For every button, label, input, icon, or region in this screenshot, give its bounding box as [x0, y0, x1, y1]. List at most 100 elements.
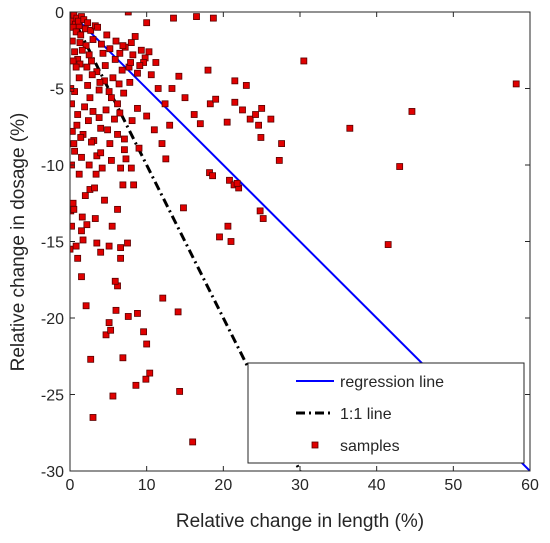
x-tick-label: 60 — [521, 477, 539, 494]
sample-point — [117, 164, 124, 172]
sample-point — [105, 319, 113, 326]
sample-point — [105, 242, 113, 250]
sample-point — [136, 62, 144, 69]
sample-point — [408, 108, 416, 115]
sample-point — [77, 31, 85, 39]
sample-point — [512, 80, 520, 88]
sample-point — [209, 172, 217, 180]
sample-point — [106, 140, 114, 147]
sample-point — [71, 48, 78, 56]
sample-point — [103, 31, 111, 39]
sample-point — [114, 100, 121, 108]
sample-point — [384, 241, 392, 248]
sample-point — [78, 153, 85, 161]
sample-point — [81, 103, 88, 111]
sample-point — [77, 134, 85, 141]
sample-point — [122, 155, 130, 163]
sample-point — [87, 26, 95, 34]
sample-point — [96, 78, 104, 86]
sample-point — [127, 39, 135, 46]
sample-point — [102, 331, 110, 339]
sample-point — [104, 126, 111, 134]
sample-point — [152, 59, 160, 66]
sample-point — [70, 37, 76, 45]
sample-point — [111, 277, 119, 285]
sample-point — [189, 438, 197, 446]
sample-point — [193, 13, 200, 20]
sample-point — [242, 82, 250, 89]
sample-point — [71, 147, 78, 155]
x-axis-label: Relative change in length (%) — [176, 511, 424, 532]
legend-label: 1:1 line — [340, 406, 392, 423]
sample-point — [99, 49, 107, 57]
sample-point — [101, 62, 109, 69]
sample-point — [209, 14, 217, 22]
sample-point — [119, 181, 127, 189]
sample-point — [196, 120, 204, 128]
sample-point — [119, 42, 127, 50]
sample-point — [74, 254, 82, 262]
y-tick-label: -25 — [41, 388, 64, 405]
sample-point — [166, 121, 174, 129]
sample-point — [109, 392, 117, 400]
sample-point — [85, 117, 92, 125]
sample-point — [134, 310, 141, 317]
sample-point — [70, 205, 78, 213]
sample-point — [91, 184, 98, 192]
legend-box — [247, 362, 525, 464]
sample-point — [216, 233, 223, 241]
x-tick-label: 20 — [214, 477, 232, 494]
sample-point — [275, 157, 283, 164]
sample-point — [116, 49, 124, 57]
sample-point — [84, 19, 92, 27]
sample-point — [85, 51, 93, 59]
sample-point — [176, 388, 184, 395]
sample-point — [143, 112, 151, 120]
sample-point — [114, 130, 121, 138]
y-tick-label: -5 — [50, 82, 64, 99]
sample-point — [140, 328, 148, 336]
sample-point — [79, 236, 87, 244]
sample-point — [115, 80, 123, 88]
sample-point — [142, 375, 150, 383]
sample-point — [239, 106, 246, 114]
sample-point — [97, 248, 105, 256]
sample-point — [85, 161, 93, 169]
sample-point — [88, 71, 96, 79]
sample-point — [257, 134, 265, 141]
sample-point — [246, 115, 254, 123]
sample-point — [130, 181, 138, 189]
sample-point — [124, 12, 132, 16]
sample-point — [97, 124, 105, 132]
sample-point — [93, 239, 101, 247]
sample-point — [150, 126, 158, 134]
sample-point — [89, 108, 97, 115]
sample-point — [154, 85, 162, 92]
sample-point — [206, 100, 214, 108]
sample-point — [108, 94, 115, 102]
sample-point — [89, 36, 97, 43]
x-tick-label: 30 — [291, 477, 309, 494]
sample-point — [145, 48, 153, 56]
legend-label: samples — [340, 438, 400, 455]
sample-point — [135, 144, 143, 152]
sample-point — [78, 46, 86, 54]
sample-point — [147, 71, 155, 79]
sample-point — [129, 51, 137, 59]
sample-point — [111, 115, 118, 123]
sample-point — [94, 23, 101, 31]
sample-point — [83, 221, 91, 229]
sample-point — [88, 57, 95, 65]
sample-point — [81, 192, 89, 200]
sample-point — [161, 100, 169, 108]
sample-point — [72, 242, 80, 250]
sample-point — [83, 63, 91, 71]
sample-point — [124, 313, 132, 320]
sample-point — [78, 213, 86, 221]
sample-point — [105, 88, 113, 95]
sample-point — [114, 205, 121, 213]
sample-point — [127, 59, 134, 66]
sample-point — [92, 170, 100, 178]
sample-point — [70, 199, 77, 207]
sample-point — [233, 179, 241, 187]
